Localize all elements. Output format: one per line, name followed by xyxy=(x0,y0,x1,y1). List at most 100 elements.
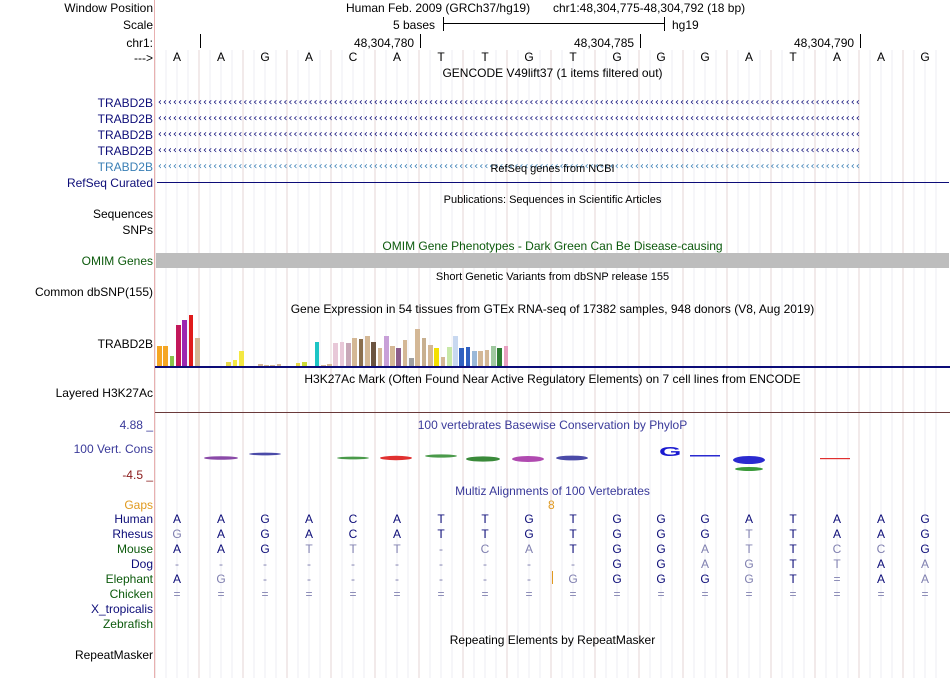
gtex-tissue-bar[interactable] xyxy=(232,360,238,366)
gencode-transcript-line[interactable]: ‹‹‹‹‹‹‹‹‹‹‹‹‹‹‹‹‹‹‹‹‹‹‹‹‹‹‹‹‹‹‹‹‹‹‹‹‹‹‹‹… xyxy=(157,161,861,172)
gtex-tissue-bar[interactable] xyxy=(352,338,358,366)
species-label[interactable]: Chicken xyxy=(109,587,153,601)
species-label[interactable]: Rhesus xyxy=(112,527,153,541)
gtex-tissue-bar[interactable] xyxy=(497,348,502,366)
species-label[interactable]: X_tropicalis xyxy=(90,602,153,616)
gtex-tissue-bar[interactable] xyxy=(440,357,446,366)
ruler-tick-label-3: 48,304,790 xyxy=(794,36,855,50)
gtex-tissue-bar[interactable] xyxy=(446,347,452,366)
refseq-title: RefSeq genes from NCBI xyxy=(490,163,615,175)
alignment-base: G xyxy=(612,512,622,526)
gtex-tissue-bar[interactable] xyxy=(314,342,320,366)
gtex-tissue-bar[interactable] xyxy=(377,348,383,366)
sequences-label[interactable]: Sequences xyxy=(92,207,153,221)
omim-label[interactable]: OMIM Genes xyxy=(81,254,153,268)
dbsnp-label[interactable]: Common dbSNP(155) xyxy=(34,285,153,299)
alignment-base: A xyxy=(172,542,181,556)
refseq-label[interactable]: RefSeq Curated xyxy=(66,176,153,190)
gtex-label[interactable]: TRABD2B xyxy=(97,337,153,351)
gtex-tissue-bar[interactable] xyxy=(358,339,364,366)
gtex-tissue-bar[interactable] xyxy=(459,348,465,366)
omim-title: OMIM Gene Phenotypes - Dark Green Can Be… xyxy=(382,239,723,253)
species-label[interactable]: Human xyxy=(114,512,153,526)
gtex-tissue-bar[interactable] xyxy=(320,365,326,366)
gencode-transcript-label[interactable]: TRABD2B xyxy=(97,160,153,174)
gtex-tissue-bar[interactable] xyxy=(264,365,269,366)
alignment-base: = xyxy=(217,587,225,601)
phylop-logo[interactable]: G xyxy=(155,440,950,476)
gtex-tissue-bar[interactable] xyxy=(421,338,427,366)
gtex-tissue-bar[interactable] xyxy=(409,358,414,366)
gencode-transcript-label[interactable]: TRABD2B xyxy=(97,144,153,158)
omim-gene-bar[interactable] xyxy=(156,253,949,268)
h3k27ac-title: H3K27Ac Mark (Often Found Near Active Re… xyxy=(304,372,801,386)
gtex-tissue-bar[interactable] xyxy=(503,346,509,366)
gtex-tissue-bar[interactable] xyxy=(301,362,307,366)
alignment-base: = xyxy=(305,587,313,601)
alignment-base: - xyxy=(351,557,355,571)
phylop-label[interactable]: 100 Vert. Cons xyxy=(73,442,153,456)
alignment-base: = xyxy=(921,587,929,601)
gtex-tissue-bar[interactable] xyxy=(484,350,490,366)
gtex-tissue-bar[interactable] xyxy=(465,347,471,366)
gtex-tissue-bar[interactable] xyxy=(257,364,263,366)
gtex-tissue-bar[interactable] xyxy=(169,356,175,366)
gtex-tissue-bar[interactable] xyxy=(339,342,345,366)
alignment-base: T xyxy=(349,542,357,556)
alignment-base: G xyxy=(656,512,666,526)
gtex-tissue-bar[interactable] xyxy=(226,362,232,366)
alignment-base: G xyxy=(920,542,930,556)
alignment-base: C xyxy=(480,542,490,556)
gtex-tissue-bar[interactable] xyxy=(415,329,421,366)
gtex-tissue-bar[interactable] xyxy=(327,364,332,366)
gtex-tissue-bar[interactable] xyxy=(472,351,477,366)
gtex-tissue-bar[interactable] xyxy=(333,343,339,366)
gtex-tissue-bar[interactable] xyxy=(175,325,181,366)
gtex-tissue-bar[interactable] xyxy=(163,346,169,366)
gtex-tissue-bar[interactable] xyxy=(238,351,244,366)
refseq-gene-line[interactable] xyxy=(157,182,949,183)
reference-base: A xyxy=(216,50,225,64)
gtex-tissue-bar[interactable] xyxy=(371,342,376,366)
gencode-transcript-line[interactable]: ‹‹‹‹‹‹‹‹‹‹‹‹‹‹‹‹‹‹‹‹‹‹‹‹‹‹‹‹‹‹‹‹‹‹‹‹‹‹‹‹… xyxy=(157,145,861,156)
gtex-tissue-bar[interactable] xyxy=(396,348,402,366)
svg-text:G: G xyxy=(659,445,681,459)
gtex-tissue-bar[interactable] xyxy=(453,336,458,366)
gtex-tissue-bar[interactable] xyxy=(346,343,351,366)
gtex-tissue-bar[interactable] xyxy=(270,365,276,366)
gtex-tissue-bar[interactable] xyxy=(276,364,282,366)
gencode-transcript-label[interactable]: TRABD2B xyxy=(97,112,153,126)
gtex-tissue-bar[interactable] xyxy=(157,346,162,366)
gtex-tissue-bar[interactable] xyxy=(295,363,301,366)
gtex-tissue-bar[interactable] xyxy=(390,346,395,366)
alignment-base: G xyxy=(656,572,666,586)
gtex-tissue-bar[interactable] xyxy=(383,336,389,366)
gtex-tissue-bar[interactable] xyxy=(188,315,194,366)
gencode-transcript-label[interactable]: TRABD2B xyxy=(97,96,153,110)
gencode-transcript-line[interactable]: ‹‹‹‹‹‹‹‹‹‹‹‹‹‹‹‹‹‹‹‹‹‹‹‹‹‹‹‹‹‹‹‹‹‹‹‹‹‹‹‹… xyxy=(157,97,861,108)
gtex-tissue-bar[interactable] xyxy=(364,336,370,366)
alignment-base: T xyxy=(437,527,445,541)
gtex-tissue-bar[interactable] xyxy=(194,338,200,366)
gencode-transcript-line[interactable]: ‹‹‹‹‹‹‹‹‹‹‹‹‹‹‹‹‹‹‹‹‹‹‹‹‹‹‹‹‹‹‹‹‹‹‹‹‹‹‹‹… xyxy=(157,129,861,140)
repeatmasker-label[interactable]: RepeatMasker xyxy=(74,648,153,662)
alignment-base: = xyxy=(833,587,841,601)
alignment-base: G xyxy=(568,572,578,586)
position-readout[interactable]: chr1:48,304,775-48,304,792 (18 bp) xyxy=(553,1,746,15)
gtex-tissue-bar[interactable] xyxy=(402,340,408,366)
h3k27ac-label[interactable]: Layered H3K27Ac xyxy=(55,386,153,400)
species-label[interactable]: Zebrafish xyxy=(102,617,153,631)
species-label[interactable]: Mouse xyxy=(116,542,153,556)
gencode-transcript-line[interactable]: ‹‹‹‹‹‹‹‹‹‹‹‹‹‹‹‹‹‹‹‹‹‹‹‹‹‹‹‹‹‹‹‹‹‹‹‹‹‹‹‹… xyxy=(157,113,861,124)
species-label[interactable]: Elephant xyxy=(105,572,153,586)
snps-label[interactable]: SNPs xyxy=(122,223,153,237)
gtex-tissue-bar[interactable] xyxy=(427,345,433,366)
gtex-tissue-bar[interactable] xyxy=(478,351,484,366)
gencode-transcript-label[interactable]: TRABD2B xyxy=(97,128,153,142)
gtex-tissue-bar[interactable] xyxy=(434,348,439,366)
species-label[interactable]: Dog xyxy=(130,557,153,571)
gtex-chart[interactable] xyxy=(156,315,536,366)
reference-base: C xyxy=(348,50,358,64)
gtex-tissue-bar[interactable] xyxy=(182,320,187,366)
gtex-tissue-bar[interactable] xyxy=(490,346,496,366)
